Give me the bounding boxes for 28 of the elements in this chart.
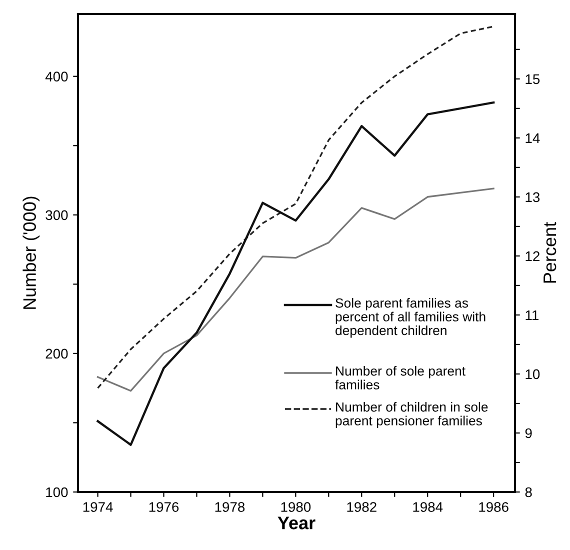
x-axis-title: Year bbox=[278, 516, 316, 530]
line-series bbox=[96, 101, 495, 446]
line-series bbox=[96, 26, 494, 389]
y2-tick-label: 12 bbox=[526, 251, 540, 261]
x-tick-label: 1978 bbox=[215, 502, 245, 512]
y2-axis-title: Percent bbox=[544, 222, 556, 283]
line-series bbox=[96, 188, 494, 392]
y2-tick-label: 13 bbox=[526, 192, 540, 202]
y2-tick-label: 10 bbox=[526, 369, 540, 380]
legend-label: Sole parent families as percent of all families with dependent children bbox=[336, 298, 486, 338]
x-tick-label: 1980 bbox=[281, 502, 311, 512]
legend-label: Number of sole parent families bbox=[335, 366, 466, 390]
y-tick-label: 200 bbox=[46, 348, 68, 359]
y-axis-title: Number ('000) bbox=[22, 196, 40, 309]
x-tick-label: 1974 bbox=[83, 502, 113, 512]
y-tick-label: 300 bbox=[46, 210, 68, 220]
y2-tick-label: 15 bbox=[526, 74, 540, 84]
y2-tick-label: 9 bbox=[525, 428, 532, 438]
x-tick-label: 1984 bbox=[413, 502, 443, 512]
x-tick-label: 1986 bbox=[479, 502, 508, 512]
legend-label: Number of children in sole parent pensioner families bbox=[336, 402, 488, 428]
y2-tick-label: 8 bbox=[525, 487, 532, 498]
y-tick-label: 400 bbox=[45, 72, 68, 82]
x-tick-label: 1982 bbox=[347, 502, 376, 512]
y2-tick-label: 11 bbox=[526, 310, 538, 320]
x-tick-label: 1976 bbox=[149, 502, 179, 512]
y2-tick-label: 14 bbox=[526, 133, 540, 143]
y-tick-label: 100 bbox=[46, 487, 68, 498]
